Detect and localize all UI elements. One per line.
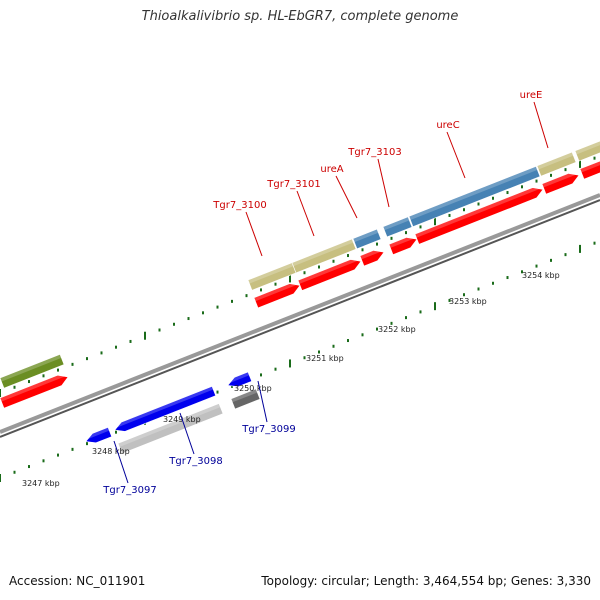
- gene-urec-feature: [408, 165, 541, 228]
- gene-tgr7-3100-feature-shine: [248, 262, 294, 284]
- gene-label-leader: [179, 412, 195, 455]
- gene-label-forward: ureA: [320, 164, 343, 175]
- gene-left-olive-feature: [0, 353, 65, 389]
- cds-tgr7-3097: [85, 426, 113, 444]
- gene-tgr7-3101-feature-shine: [292, 239, 354, 267]
- gene-tgr7-3103-feature: [382, 216, 413, 238]
- gene-urea-feature: [352, 228, 382, 250]
- gene-label-forward: ureC: [436, 120, 459, 131]
- cds-tgr7-3103: [388, 237, 418, 255]
- gene-label-leader: [533, 101, 549, 149]
- cds-tgr7-3099: [227, 371, 253, 388]
- gene-label-reverse: Tgr7_3099: [241, 424, 295, 435]
- tick-label: 3250 kbp: [234, 384, 272, 393]
- cds-uree: [541, 173, 580, 195]
- gene-label-leader: [335, 175, 358, 219]
- cds-urec: [414, 187, 544, 245]
- gene-label-reverse: Tgr7_3097: [102, 485, 156, 496]
- cds-urec-shine: [415, 184, 543, 238]
- gene-tgr7-3103-feature-shine: [383, 216, 410, 231]
- gene-label-reverse: Tgr7_3098: [168, 456, 222, 467]
- backbone-line-lower: [0, 199, 600, 438]
- gene-label-leader: [113, 440, 129, 484]
- cds-tgr7-3101: [297, 259, 362, 291]
- cds-tgr7-3100: [253, 283, 301, 309]
- cds-tgr7-3103-shine: [389, 234, 417, 248]
- tick-label: 3247 kbp: [22, 479, 60, 488]
- cds-left-shine: [0, 371, 68, 402]
- gene-tgr7-3099-feature-shine: [231, 388, 258, 403]
- gene-tgr7-3099-feature: [230, 388, 261, 410]
- tick-label: 3251 kbp: [306, 354, 344, 363]
- cds-urea-shine: [360, 247, 384, 260]
- cds-urea: [359, 250, 385, 267]
- gene-label-leader: [377, 158, 390, 208]
- gene-label-leader: [257, 380, 268, 423]
- gene-label-forward: ureE: [520, 90, 543, 101]
- backbone-line-upper: [0, 193, 600, 434]
- cds-tgr7-3097-shine: [84, 427, 110, 441]
- gene-urea-feature-shine: [353, 229, 379, 243]
- gene-label-leader: [446, 131, 466, 179]
- gene-uree-feature-shine: [537, 152, 574, 170]
- gene-label-leader: [245, 211, 263, 257]
- gene-label-forward: Tgr7_3101: [266, 179, 320, 190]
- gene-tgr7-3101-feature: [291, 238, 357, 274]
- ruler-dots: [0, 156, 596, 482]
- genome-summary-text: Topology: circular; Length: 3,464,554 bp…: [261, 574, 591, 588]
- cds-left: [0, 374, 69, 409]
- cds-tgr7-3100-shine: [254, 280, 300, 302]
- gene-next-feature-shine: [575, 141, 600, 155]
- gene-uree-feature: [536, 151, 577, 177]
- tick-label: 3254 kbp: [522, 271, 560, 280]
- accession-text: Accession: NC_011901: [9, 574, 146, 588]
- tick-label: 3253 kbp: [449, 297, 487, 306]
- cds-tgr7-3101-shine: [298, 256, 361, 284]
- gene-label-forward: Tgr7_3100: [212, 200, 266, 211]
- gene-left-olive-feature-shine: [0, 354, 62, 382]
- cds-tgr7-3099-shine: [226, 372, 250, 384]
- gene-features: [0, 140, 600, 454]
- gene-tgr7-3098-feature-shine: [118, 403, 221, 447]
- cds-next-shine: [580, 161, 600, 173]
- gene-urec-feature-shine: [409, 166, 538, 220]
- gene-label-leader: [296, 190, 315, 237]
- gene-tgr7-3098-feature: [117, 403, 224, 454]
- cds-uree-shine: [542, 170, 579, 188]
- tick-label: 3248 kbp: [92, 447, 130, 456]
- cds-tgr7-3098: [114, 385, 217, 432]
- tick-label: 3252 kbp: [378, 325, 416, 334]
- gene-label-forward: Tgr7_3103: [347, 147, 401, 158]
- map-title: Thioalkalivibrio sp. HL-EbGR7, complete …: [141, 9, 459, 24]
- cds-tgr7-3098-shine: [113, 386, 214, 429]
- cds-next: [579, 160, 600, 180]
- genome-backbone: [0, 193, 600, 438]
- gene-next-feature: [574, 140, 600, 162]
